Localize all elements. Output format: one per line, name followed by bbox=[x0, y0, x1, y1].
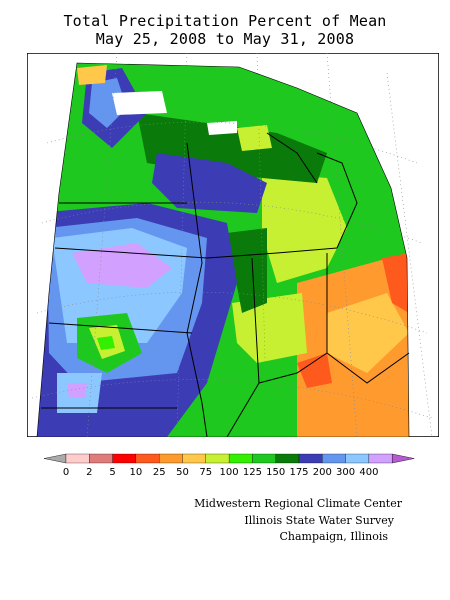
legend-tick-label: 10 bbox=[130, 467, 143, 478]
legend-high-arrow bbox=[392, 453, 415, 464]
color-legend: 0 2 5 10 25 50 75 100 125 150 175 200 300 400 bbox=[43, 453, 415, 478]
legend-swatch bbox=[345, 453, 370, 464]
legend-tick-label: 100 bbox=[220, 467, 239, 478]
legend-swatch bbox=[298, 453, 323, 464]
legend-tick-label: 125 bbox=[243, 467, 262, 478]
legend-swatch bbox=[112, 453, 137, 464]
legend-tick-label: 300 bbox=[336, 467, 355, 478]
legend-tick-label: 50 bbox=[176, 467, 189, 478]
map-subtitle: May 25, 2008 to May 31, 2008 bbox=[95, 30, 355, 48]
credit-line-3: Champaign, Illinois bbox=[279, 530, 389, 543]
legend-swatch bbox=[89, 453, 113, 464]
legend-swatch bbox=[252, 453, 276, 464]
precipitation-map bbox=[27, 53, 439, 437]
legend-swatch bbox=[368, 453, 393, 464]
map-title: Total Precipitation Percent of Mean bbox=[63, 12, 387, 30]
legend-tick-label: 0 bbox=[63, 467, 69, 478]
credit-line-1: Midwestern Regional Climate Center bbox=[194, 497, 402, 510]
precipitation-field bbox=[37, 63, 409, 437]
lat-lon-grid bbox=[31, 53, 433, 437]
credit-line-2: Illinois State Water Survey bbox=[244, 514, 394, 527]
legend-tick-label: 400 bbox=[359, 467, 378, 478]
legend-tick-label: 5 bbox=[109, 467, 115, 478]
legend-swatch bbox=[182, 453, 206, 464]
legend-tick-label: 175 bbox=[289, 467, 308, 478]
legend-swatch bbox=[322, 453, 346, 464]
legend-swatch bbox=[135, 453, 160, 464]
legend-swatch bbox=[205, 453, 230, 464]
state-boundaries bbox=[41, 132, 410, 437]
legend-tick-label: 150 bbox=[266, 467, 285, 478]
legend-swatch bbox=[65, 453, 90, 464]
legend-low-arrow bbox=[43, 453, 67, 464]
legend-tick-label: 2 bbox=[86, 467, 92, 478]
legend-tick-label: 25 bbox=[153, 467, 166, 478]
legend-swatch bbox=[275, 453, 300, 464]
legend-swatch bbox=[159, 453, 183, 464]
legend-swatch bbox=[228, 453, 253, 464]
legend-tick-label: 75 bbox=[199, 467, 212, 478]
legend-tick-label: 200 bbox=[313, 467, 332, 478]
domain-outline bbox=[36, 62, 410, 437]
